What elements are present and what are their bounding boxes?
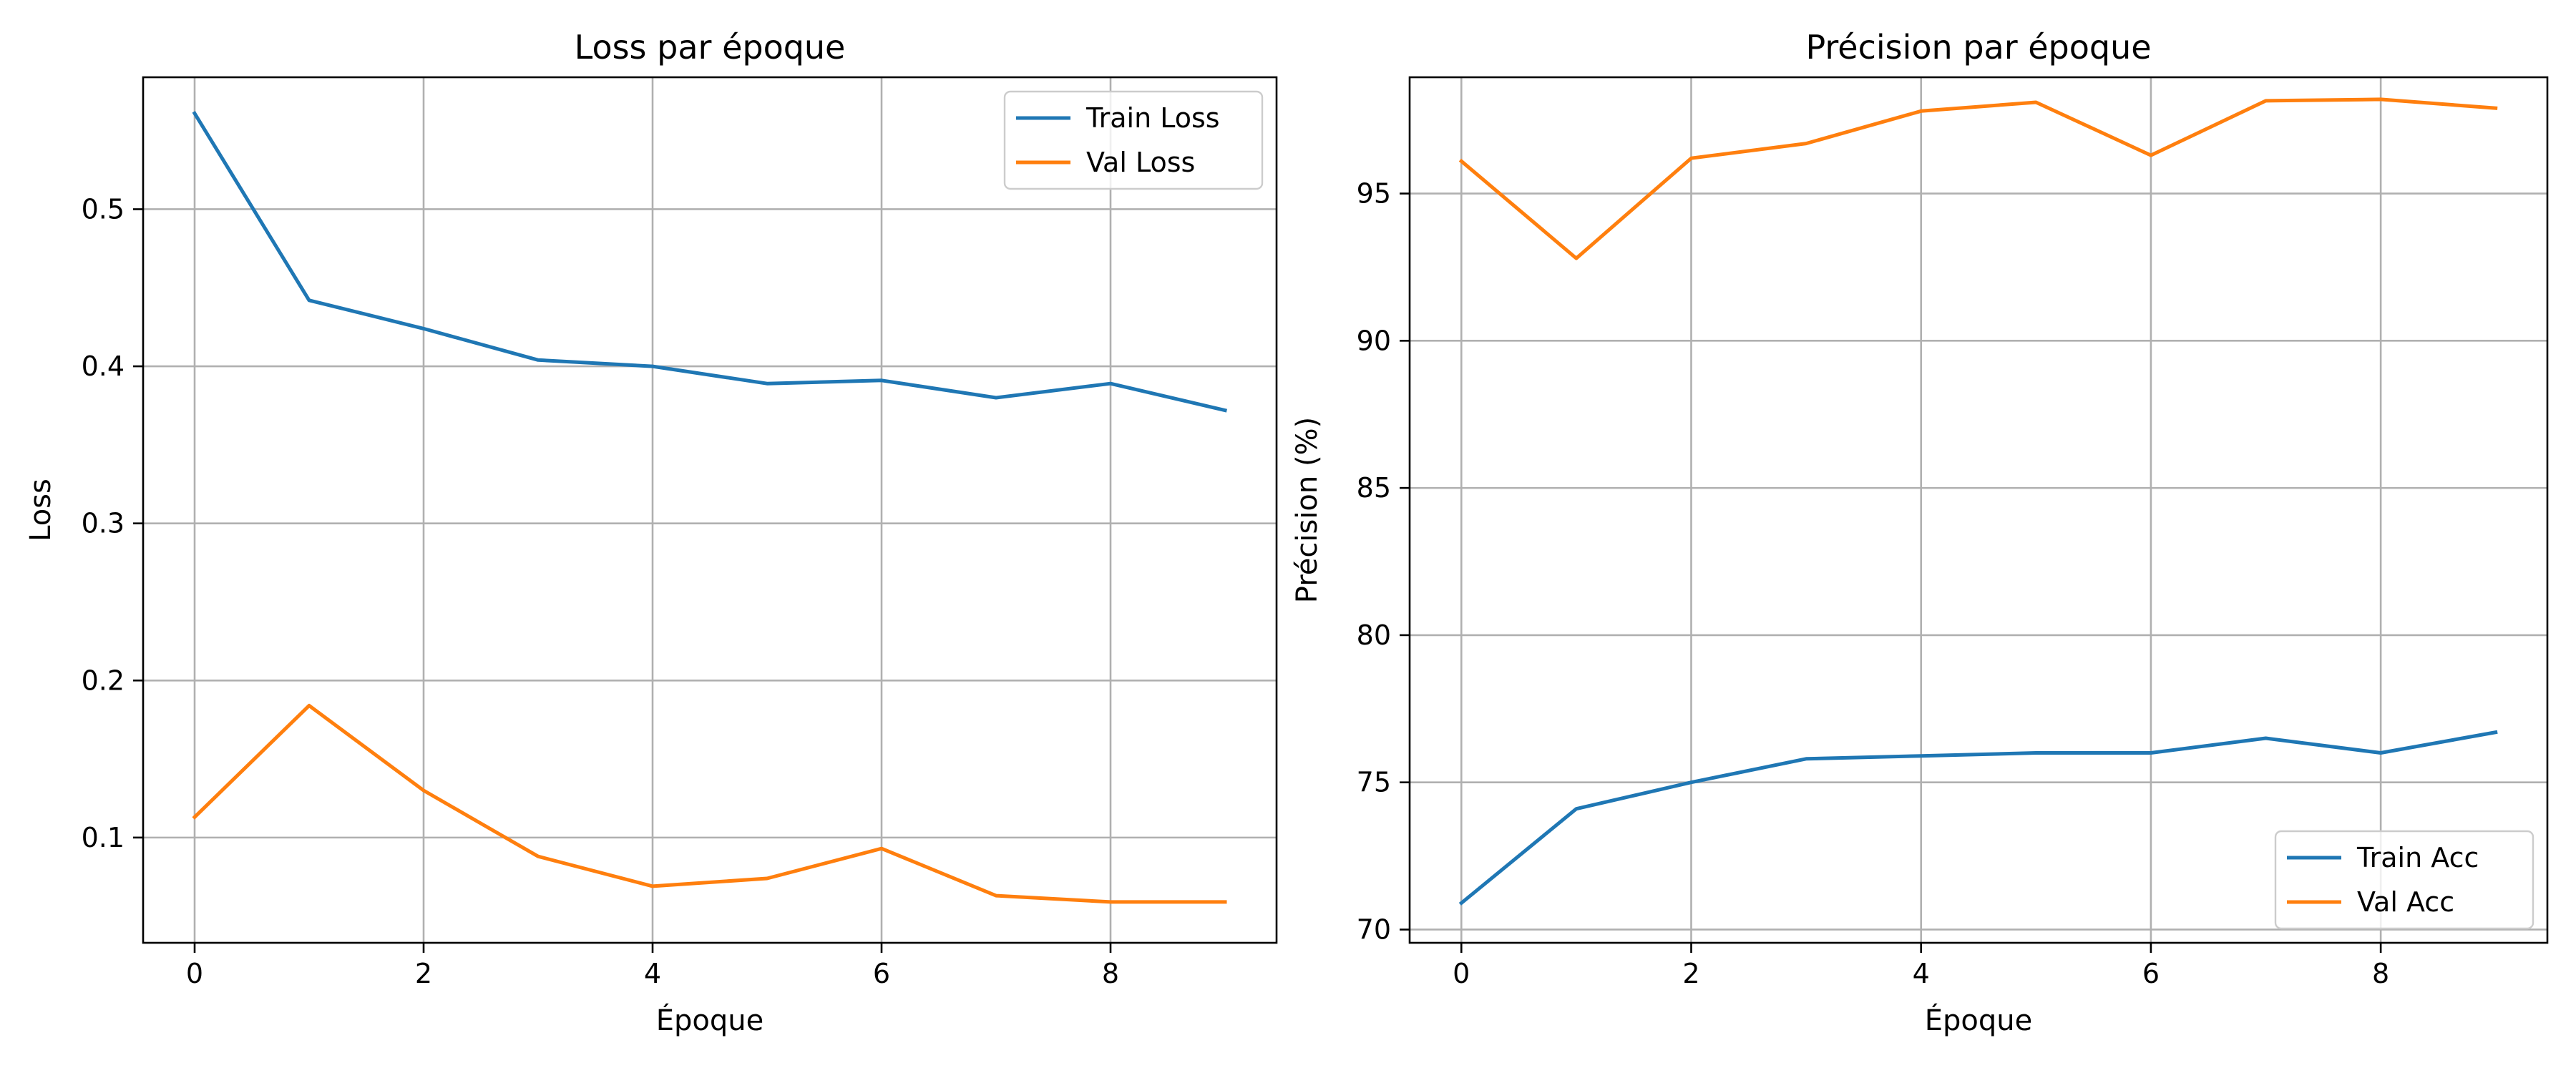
loss-chart-series-val-loss: [192, 703, 1227, 904]
loss-chart: 0 2 4 6 8 0.1 0.2 0.3 0.4 0.5 Loss par époque Épo…: [24, 28, 1278, 1037]
accuracy-chart-series-val-acc: [1458, 97, 2498, 260]
accuracy-chart-grid: [1410, 77, 2547, 943]
accuracy-chart-series-train-acc: [1458, 730, 2498, 906]
loss-chart-y-tick-label: 0.2: [82, 665, 125, 696]
accuracy-chart-title: Précision par époque: [1805, 28, 2151, 67]
accuracy-chart-y-tick-label: 70: [1357, 913, 1391, 945]
loss-chart-title: Loss par époque: [575, 28, 846, 67]
loss-chart-grid: [143, 77, 1277, 943]
accuracy-chart-y-tick-label: 85: [1357, 472, 1391, 504]
loss-chart-x-axis-label: Époque: [656, 1003, 764, 1037]
loss-chart-legend-label: Train Loss: [1085, 102, 1220, 134]
loss-chart-y-tick-label: 0.4: [82, 351, 125, 382]
loss-chart-y-tick-label: 0.5: [82, 193, 125, 225]
accuracy-chart-frame: [1408, 76, 2549, 944]
accuracy-chart-ticks: 0 2 4 6 8 70 75 80 85 90 95: [1357, 178, 2390, 989]
loss-chart-x-tick-label: 8: [1102, 958, 1119, 989]
loss-chart-series: [192, 111, 1228, 904]
accuracy-chart-x-tick-label: 8: [2372, 958, 2389, 989]
accuracy-chart-x-tick-label: 2: [1682, 958, 1699, 989]
loss-chart-legend-box: [1003, 90, 1264, 190]
accuracy-chart-legend-label: Train Acc: [2356, 842, 2479, 873]
accuracy-chart: 0 2 4 6 8 70 75 80 85 90 95 Précision par époque É…: [1291, 28, 2549, 1037]
accuracy-chart-legend-box: [2274, 830, 2534, 930]
accuracy-chart-y-tick-label: 75: [1357, 767, 1391, 798]
accuracy-chart-y-tick-label: 95: [1357, 178, 1391, 210]
loss-chart-legend: Train Loss Val Loss: [1003, 90, 1264, 190]
accuracy-chart-x-tick-label: 0: [1453, 958, 1470, 989]
loss-chart-frame: [142, 76, 1278, 944]
loss-chart-legend-label: Val Loss: [1086, 147, 1195, 178]
loss-chart-series-train-loss: [192, 111, 1228, 413]
accuracy-chart-legend: Train Acc Val Acc: [2274, 830, 2534, 930]
loss-chart-x-tick-label: 0: [186, 958, 203, 989]
accuracy-chart-y-tick-label: 90: [1357, 325, 1391, 356]
loss-chart-ticks: 0 2 4 6 8 0.1 0.2 0.3 0.4 0.5: [82, 193, 1120, 989]
accuracy-chart-series: [1458, 97, 2498, 906]
accuracy-chart-x-tick-label: 6: [2142, 958, 2160, 989]
loss-chart-x-tick-label: 4: [644, 958, 661, 989]
loss-chart-x-tick-label: 2: [415, 958, 432, 989]
loss-chart-y-tick-label: 0.1: [82, 822, 125, 853]
loss-chart-y-tick-label: 0.3: [82, 508, 125, 539]
accuracy-chart-y-axis-label: Précision (%): [1291, 417, 1324, 603]
accuracy-chart-y-tick-label: 80: [1357, 619, 1391, 651]
accuracy-chart-legend-label: Val Acc: [2357, 886, 2454, 918]
loss-chart-y-axis-label: Loss: [24, 479, 57, 542]
loss-chart-x-tick-label: 6: [873, 958, 890, 989]
accuracy-chart-x-tick-label: 4: [1913, 958, 1930, 989]
accuracy-chart-x-axis-label: Époque: [1925, 1003, 2033, 1037]
